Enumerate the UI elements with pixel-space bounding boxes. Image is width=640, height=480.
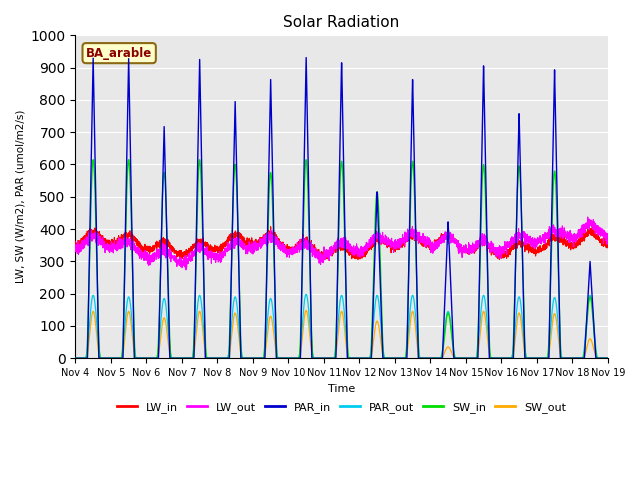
Text: BA_arable: BA_arable (86, 47, 152, 60)
X-axis label: Time: Time (328, 384, 355, 394)
Legend: LW_in, LW_out, PAR_in, PAR_out, SW_in, SW_out: LW_in, LW_out, PAR_in, PAR_out, SW_in, S… (113, 397, 570, 417)
Title: Solar Radiation: Solar Radiation (284, 15, 400, 30)
Y-axis label: LW, SW (W/m2), PAR (umol/m2/s): LW, SW (W/m2), PAR (umol/m2/s) (15, 110, 25, 284)
